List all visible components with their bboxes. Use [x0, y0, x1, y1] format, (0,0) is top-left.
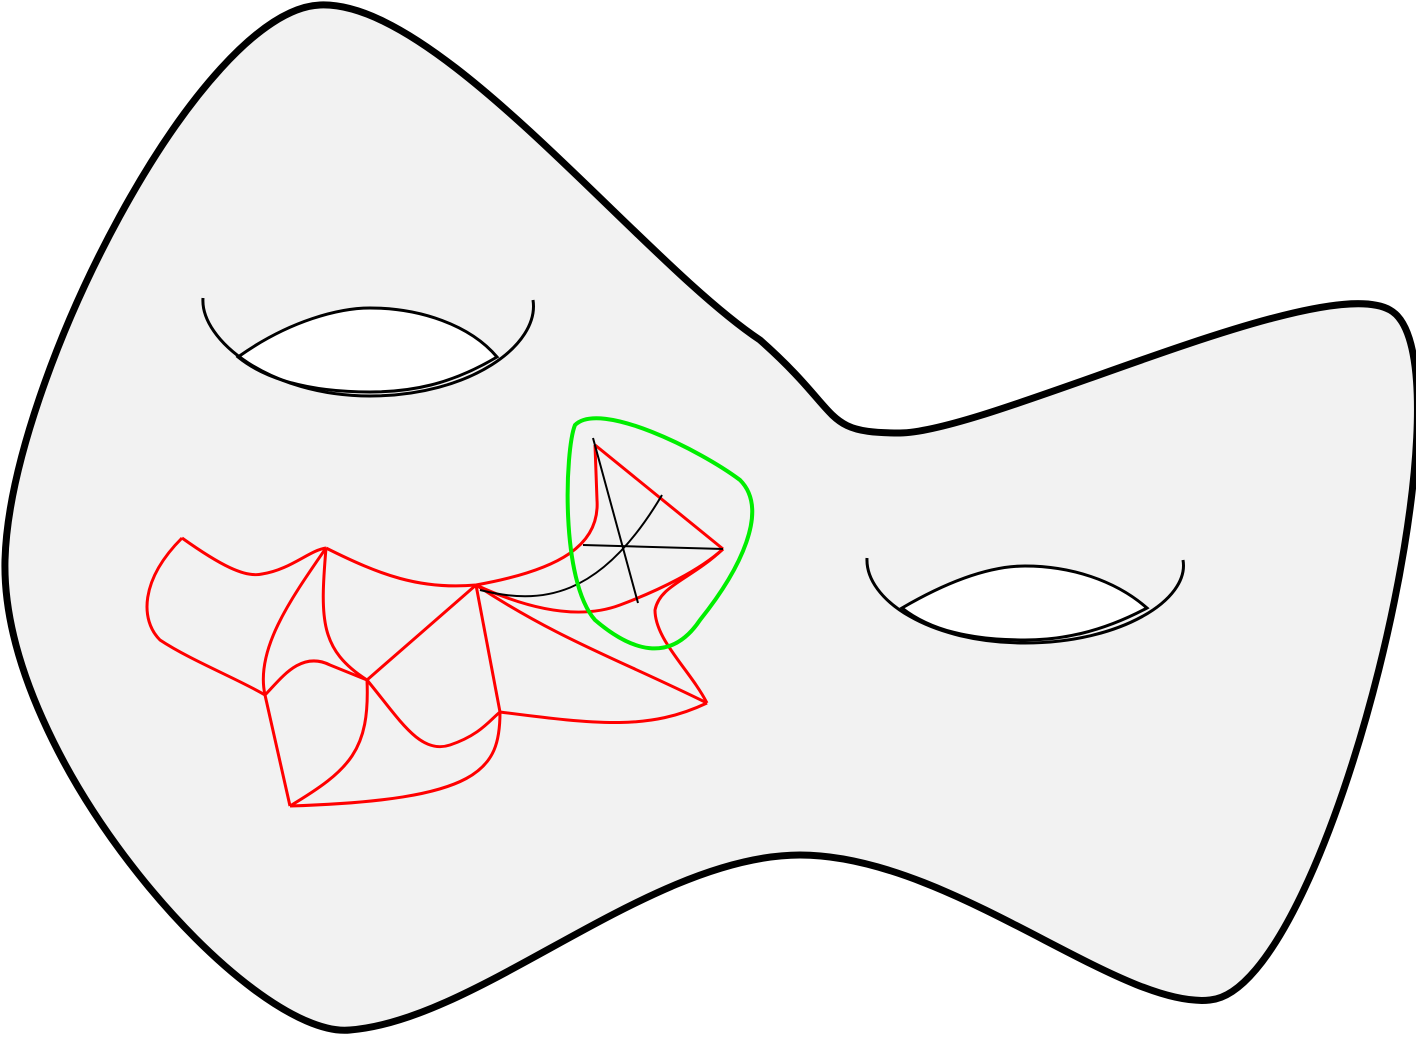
right-hole: [865, 557, 1185, 645]
left-hole: [201, 297, 535, 398]
red-network: [145, 443, 725, 808]
green-loop: [565, 416, 755, 651]
black-arcs: [479, 437, 724, 604]
